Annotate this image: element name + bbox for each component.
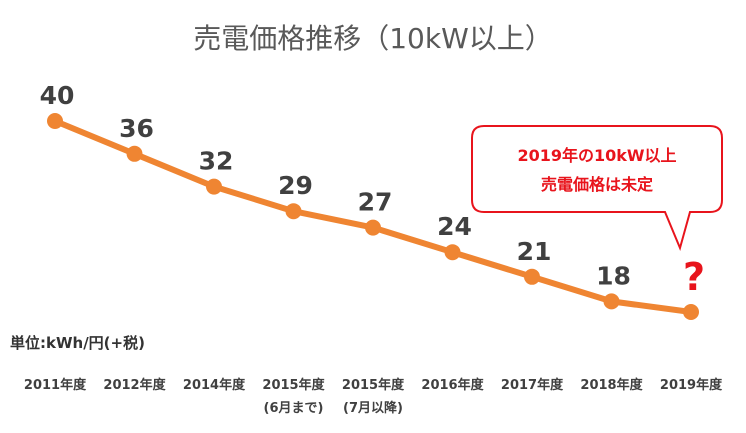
x-axis-labels: 2011年度 2012年度 2014年度 2015年度 (6月まで) 2015年度 (7月以…: [24, 377, 723, 416]
callout-line-1: 2019年の10kW以上: [517, 146, 676, 165]
unknown-marker: ?: [683, 255, 705, 299]
chart-title: 売電価格推移（10kW以上）: [193, 22, 553, 55]
x-tick-label: 2015年度: [342, 377, 405, 393]
data-label: 36: [119, 114, 154, 143]
data-point: [126, 145, 143, 162]
data-label: 18: [596, 261, 631, 290]
x-tick-label: 2017年度: [501, 377, 564, 393]
unit-label: 単位:kWh/円(+税): [10, 334, 145, 352]
data-label: 21: [517, 237, 552, 266]
x-tick-label: 2019年度: [660, 377, 723, 393]
x-tick-label: 2015年度: [262, 377, 325, 393]
callout-bubble: [471, 125, 723, 252]
data-label: 27: [358, 188, 393, 217]
x-tick-label: 2011年度: [24, 377, 87, 393]
data-point: [365, 219, 381, 236]
x-tick-label: 2018年度: [580, 377, 643, 393]
data-label: 40: [40, 81, 75, 110]
data-point: [524, 268, 540, 285]
data-point: [285, 203, 302, 220]
points-layer: [47, 113, 699, 320]
x-tick-label: 2016年度: [421, 377, 484, 393]
x-tick-label: 2012年度: [103, 377, 166, 393]
data-point: [444, 244, 461, 261]
data-label: 32: [199, 147, 234, 176]
callout-line-2: 売電価格は未定: [541, 175, 653, 194]
data-point: [206, 178, 222, 195]
x-tick-label: (6月まで): [264, 401, 324, 416]
data-label: 29: [278, 171, 313, 200]
x-tick-label: 2014年度: [183, 377, 246, 393]
data-point: [603, 293, 620, 310]
callout: 2019年の10kW以上 売電価格は未定: [471, 125, 723, 252]
data-point: [683, 304, 699, 320]
x-tick-label: (7月以降): [343, 400, 403, 416]
data-point: [47, 113, 63, 129]
value-labels-layer: 40 36 32 29 27 24 21 18: [40, 81, 631, 290]
data-label: 24: [437, 212, 472, 241]
